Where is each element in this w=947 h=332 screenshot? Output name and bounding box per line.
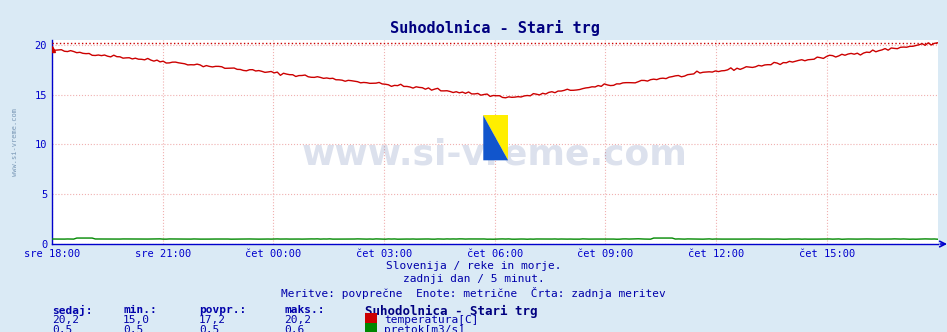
Text: www.si-vreme.com: www.si-vreme.com — [12, 108, 18, 176]
Text: 17,2: 17,2 — [199, 315, 226, 325]
Text: 20,2: 20,2 — [52, 315, 80, 325]
Text: Slovenija / reke in morje.: Slovenija / reke in morje. — [385, 261, 562, 271]
Text: min.:: min.: — [123, 305, 157, 315]
Text: www.si-vreme.com: www.si-vreme.com — [302, 137, 688, 171]
Text: pretok[m3/s]: pretok[m3/s] — [384, 325, 466, 332]
Text: 15,0: 15,0 — [123, 315, 151, 325]
Text: sedaj:: sedaj: — [52, 305, 93, 316]
Text: temperatura[C]: temperatura[C] — [384, 315, 479, 325]
Title: Suhodolnica - Stari trg: Suhodolnica - Stari trg — [390, 20, 599, 36]
Polygon shape — [483, 116, 509, 160]
Text: Suhodolnica - Stari trg: Suhodolnica - Stari trg — [365, 305, 537, 318]
Text: 0,5: 0,5 — [199, 325, 219, 332]
Polygon shape — [483, 116, 509, 160]
Text: zadnji dan / 5 minut.: zadnji dan / 5 minut. — [402, 274, 545, 284]
Text: 0,5: 0,5 — [52, 325, 72, 332]
Text: 0,5: 0,5 — [123, 325, 143, 332]
Text: 0,6: 0,6 — [284, 325, 304, 332]
Text: Meritve: povprečne  Enote: metrične  Črta: zadnja meritev: Meritve: povprečne Enote: metrične Črta:… — [281, 287, 666, 299]
Text: maks.:: maks.: — [284, 305, 325, 315]
Text: 20,2: 20,2 — [284, 315, 312, 325]
Text: povpr.:: povpr.: — [199, 305, 246, 315]
